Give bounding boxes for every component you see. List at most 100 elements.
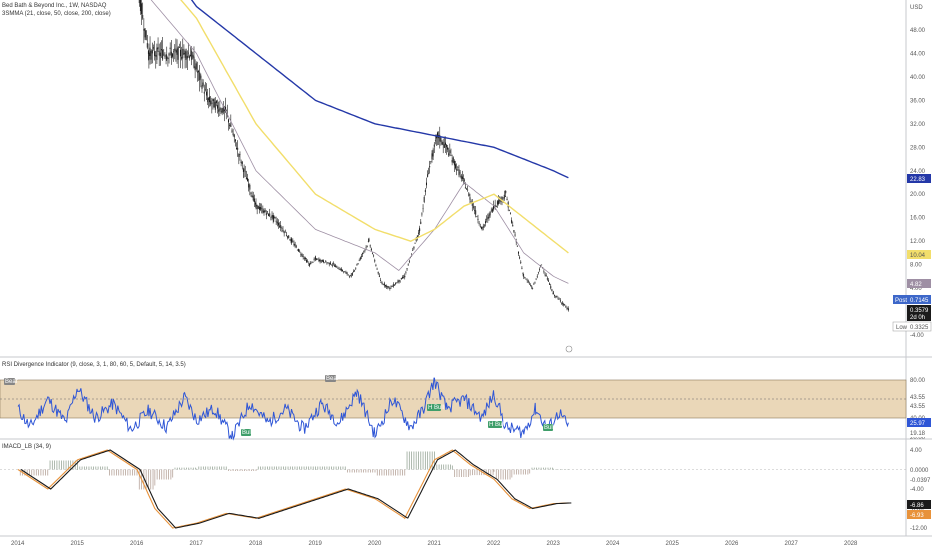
price-candle — [360, 256, 362, 257]
macd-histogram-bar — [349, 469, 351, 473]
price-candle — [464, 187, 466, 189]
price-candle — [352, 271, 354, 273]
price-tick-label: 4.00 — [910, 286, 922, 292]
macd-histogram-bar — [472, 469, 473, 476]
event-marker-icon[interactable] — [565, 345, 573, 353]
price-candle — [221, 108, 223, 114]
price-candle — [315, 257, 316, 259]
price-candle — [281, 228, 283, 229]
price-candle — [184, 50, 186, 58]
price-candle — [386, 285, 388, 288]
price-candle — [486, 218, 488, 220]
price-candle — [242, 169, 244, 172]
price-candle — [233, 134, 235, 138]
time-tick-label: 2020 — [368, 541, 382, 547]
price-candle — [503, 194, 505, 199]
macd-histogram-bar — [262, 466, 264, 470]
price-candle — [229, 124, 231, 126]
price-candle — [332, 263, 334, 265]
macd-histogram-bar — [312, 466, 314, 470]
macd-histogram-bar — [19, 469, 21, 476]
macd-histogram-bar — [218, 466, 220, 470]
macd-histogram-bar — [500, 469, 502, 480]
macd-histogram-bar — [239, 469, 241, 471]
price-candle — [400, 277, 402, 280]
macd-histogram-bar — [154, 469, 156, 486]
price-candle — [291, 239, 293, 243]
price-candle — [174, 48, 176, 51]
macd-line — [20, 449, 572, 529]
price-candle — [204, 89, 206, 91]
macd-histogram-bar — [248, 469, 250, 471]
price-candle — [263, 210, 265, 213]
price-candle — [405, 272, 407, 273]
price-candle — [556, 296, 558, 297]
macd-histogram-bar — [113, 469, 115, 476]
macd-histogram-bar — [529, 469, 531, 474]
macd-histogram-bar — [381, 469, 383, 476]
macd-histogram-bar — [335, 466, 337, 470]
price-candle — [516, 246, 518, 247]
price-candle — [543, 271, 545, 272]
time-tick-label: 2022 — [487, 541, 501, 547]
macd-histogram-bar — [525, 469, 526, 475]
price-candle — [304, 257, 306, 259]
macd-histogram-bar — [454, 469, 456, 477]
price-candle — [178, 47, 180, 48]
price-candle — [232, 133, 234, 135]
price-candle — [212, 98, 214, 101]
price-candle — [173, 51, 175, 53]
price-tick-label: -4.00 — [910, 333, 924, 339]
macd-histogram-bar — [190, 467, 192, 470]
macd-histogram-bar — [296, 466, 298, 470]
price-candle — [477, 218, 479, 221]
macd-histogram-bar — [159, 469, 160, 480]
price-candle — [495, 206, 497, 207]
price-candle — [404, 276, 406, 278]
badge-sma200-bg — [907, 174, 931, 183]
price-candle — [202, 82, 204, 86]
signal-bear-2: Bear — [325, 375, 339, 382]
price-candle — [321, 259, 323, 262]
price-candle — [399, 280, 401, 282]
macd-histogram-bar — [207, 466, 209, 470]
price-candle — [201, 85, 203, 89]
macd-histogram-bar — [429, 451, 431, 470]
price-candle — [391, 286, 393, 287]
price-candle — [282, 229, 284, 232]
macd-badge-3-bg — [907, 500, 931, 509]
price-candle — [357, 263, 359, 264]
price-candle — [351, 273, 353, 276]
price-candle — [470, 201, 472, 202]
price-candle — [533, 284, 535, 285]
macd-histogram-bar — [520, 469, 522, 475]
price-candle — [189, 56, 191, 59]
time-tick-label: 2016 — [130, 541, 144, 547]
rsi-tick-label: 20.00 — [910, 435, 926, 441]
price-candle — [441, 142, 443, 145]
price-candle — [142, 14, 144, 19]
price-candle — [169, 47, 171, 50]
price-candle — [270, 216, 272, 218]
price-candle — [444, 142, 446, 145]
price-candle — [455, 164, 457, 169]
macd-histogram-bar — [418, 451, 419, 470]
price-candle — [283, 231, 285, 234]
price-candle — [207, 97, 209, 102]
macd-histogram-bar — [179, 467, 180, 470]
price-candle — [521, 267, 523, 269]
price-candle — [272, 215, 274, 220]
macd-histogram-bar — [225, 466, 227, 470]
price-candle — [213, 99, 215, 108]
macd-tick-label: -4.00 — [910, 487, 924, 493]
price-candle — [306, 259, 308, 262]
price-candle — [363, 251, 365, 253]
macd-tick-label: -12.00 — [910, 526, 928, 532]
price-candle — [531, 286, 533, 288]
macd-histogram-bar — [280, 466, 282, 470]
badge-sma200: 22.83 — [910, 177, 926, 183]
macd-histogram-bar — [461, 469, 462, 477]
macd-histogram-bar — [79, 466, 81, 470]
macd-histogram-bar — [161, 469, 163, 480]
